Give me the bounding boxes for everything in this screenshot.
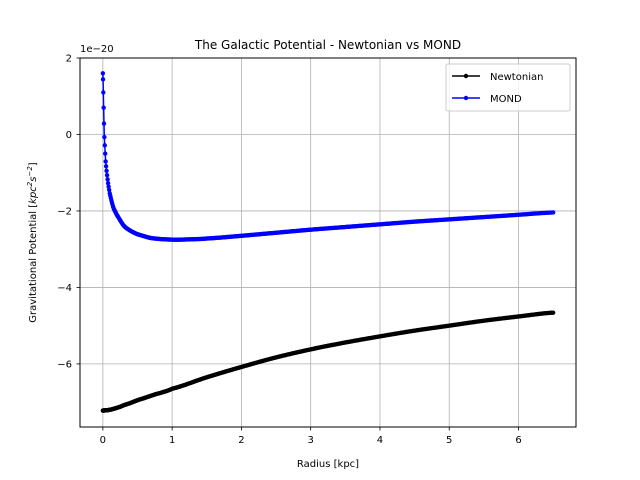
y-tick-label: 0: [66, 130, 72, 141]
data-point-mond: [102, 143, 107, 148]
data-point-mond: [102, 134, 107, 140]
data-point-mond: [103, 159, 108, 164]
legend: Newtonian MOND: [445, 63, 571, 112]
data-point-mond: [104, 172, 110, 178]
y-tick-label: −4: [57, 283, 72, 294]
y-axis-label: Gravitational Potential [kpc2s−2]: [26, 162, 39, 323]
x-tick-label: 3: [307, 435, 313, 446]
x-tick-label: 0: [100, 435, 106, 446]
plot-series: [100, 71, 556, 413]
data-point-mond: [106, 184, 111, 189]
data-point-mond: [101, 105, 106, 110]
y-offset-text: 1e−20: [80, 44, 114, 55]
legend-marker-mond: [463, 95, 469, 101]
data-point-mond: [101, 90, 106, 95]
data-point-mond: [100, 77, 106, 82]
x-tick-label: 6: [515, 435, 521, 446]
legend-label-mond: MOND: [490, 94, 522, 105]
y-axis-label-unit: kpc: [28, 186, 39, 204]
series-newtonian: [100, 310, 556, 413]
data-point-mond: [104, 168, 109, 174]
x-tick-label: 2: [238, 435, 244, 446]
grid: [80, 57, 576, 427]
data-point-mond: [100, 71, 106, 76]
y-tick-label: −6: [57, 359, 72, 370]
y-tick-label: 2: [66, 54, 72, 65]
data-point-mond: [101, 121, 107, 126]
y-axis-label-exp2: −2: [26, 166, 34, 177]
x-tick-label: 4: [377, 435, 383, 446]
data-point-mond: [103, 151, 108, 156]
chart-title: The Galactic Potential - Newtonian vs MO…: [194, 38, 461, 52]
y-axis-label-exp1: 2: [26, 181, 34, 186]
data-point-mond: [105, 177, 110, 182]
data-point-mond: [106, 187, 112, 193]
axes-frame: [79, 57, 577, 428]
data-point-mond: [105, 181, 111, 186]
x-tick-label: 1: [169, 435, 175, 446]
legend-label-newtonian: Newtonian: [490, 72, 543, 83]
data-point-mond: [103, 164, 109, 169]
ticks: 0 1 2 3 4 5 6 −6 −4 −2 0 2: [57, 54, 521, 447]
y-axis-label-s: s: [28, 177, 39, 182]
legend-marker-newtonian: [463, 73, 469, 79]
y-axis-label-prefix: Gravitational Potential [: [28, 204, 39, 323]
data-point-mond: [550, 210, 556, 215]
x-tick-label: 5: [446, 435, 452, 446]
data-point-newtonian: [550, 310, 556, 315]
y-axis-label-suffix: ]: [28, 162, 39, 166]
x-axis-label: Radius [kpc]: [297, 459, 359, 470]
y-tick-label: −2: [57, 206, 72, 217]
series-mond: [100, 71, 556, 242]
